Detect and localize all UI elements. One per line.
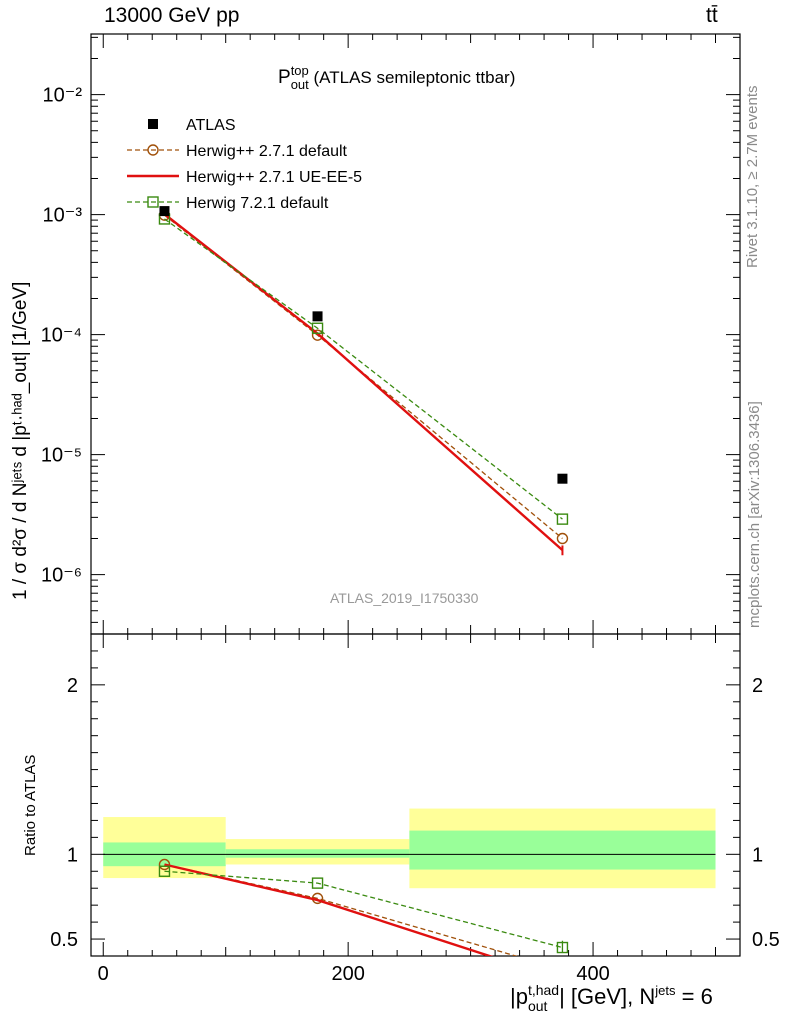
atlas-data-point — [159, 206, 170, 217]
x-tick-label: 400 — [576, 963, 609, 985]
x-tick-label: 200 — [331, 963, 364, 985]
y-tick-label-ratio-right: 0.5 — [752, 929, 780, 951]
series-line-main — [163, 213, 564, 552]
x-axis-label-b: | [GeV], N — [559, 983, 656, 1009]
analysis-id: ATLAS_2019_I1750330 — [330, 590, 479, 606]
series-line-ratio — [164, 870, 563, 949]
ratio-band-inner — [225, 849, 410, 858]
plot-title-sub: out — [290, 77, 309, 92]
series-line-ratio — [164, 863, 494, 956]
series-point-ratio — [557, 965, 567, 975]
legend-label: ATLAS — [186, 117, 236, 134]
atlas-data-point — [312, 311, 323, 322]
atlas-data-point — [557, 473, 568, 484]
y-tick-label-ratio: 2 — [67, 675, 78, 697]
plot-title-sup: top — [290, 63, 309, 78]
y-tick-label-ratio-right: 2 — [752, 675, 763, 697]
series-point-main — [311, 329, 324, 341]
legend-marker — [147, 144, 159, 156]
legend-label: Herwig++ 2.7.1 default — [186, 143, 348, 160]
x-axis-label-jets: jets — [655, 982, 676, 998]
series-point-main — [556, 532, 569, 545]
ratio-panel-frame — [90, 633, 741, 957]
x-axis-label-sub: out — [527, 998, 548, 1014]
legend-label: Herwig++ 2.7.1 UE-EE-5 — [186, 169, 362, 186]
y-tick-label-ratio: 1 — [67, 844, 78, 866]
y-tick-label-ratio-right: 1 — [752, 844, 763, 866]
y-tick-label: 10⁻⁶ — [41, 565, 82, 587]
series-line-main — [164, 214, 563, 539]
y-tick-label: 10⁻² — [43, 85, 83, 107]
x-axis-label-c: = 6 — [675, 983, 713, 1009]
x-axis-label-sup: t,had — [527, 982, 560, 998]
y-axis-label-main: 1 / σ d²σ / d Nʲᵉᵗˢ d |pᵗ·ʰᵃᵈ_out| [1/Ge… — [10, 281, 31, 600]
y-tick-label: 10⁻³ — [43, 205, 83, 227]
ratio-series-group — [158, 858, 569, 975]
legend-marker-atlas — [148, 119, 158, 129]
energy-label: 13000 GeV pp — [104, 4, 240, 27]
series-line-main — [164, 218, 563, 520]
series-point-main — [556, 513, 569, 525]
legend-marker — [147, 196, 159, 208]
mcplots-label: mcplots.cern.ch [arXiv:1306.3436] — [746, 401, 763, 628]
y-tick-label-ratio: 0.5 — [50, 929, 78, 951]
series-point-ratio — [311, 877, 324, 889]
main-series-group — [158, 209, 569, 556]
rivet-label: Rivet 3.1.10, ≥ 2.7M events — [744, 85, 761, 269]
ratio-band-inner — [409, 830, 716, 870]
series-point-main — [311, 322, 324, 334]
series-point-ratio — [158, 865, 171, 877]
y-tick-label: 10⁻⁴ — [41, 325, 82, 347]
x-axis-label: |p t,had out | [GeV], Njets = 6 — [510, 982, 713, 1014]
x-axis-label-a: |p — [510, 983, 528, 1009]
process-label: tt̄ — [706, 4, 718, 27]
y-tick-label: 10⁻⁵ — [41, 445, 82, 467]
y-axis-label-ratio: Ratio to ATLAS — [22, 754, 39, 856]
legend-label: Herwig 7.2.1 default — [186, 195, 329, 212]
plot-title-base: P — [278, 67, 291, 89]
x-tick-label: 0 — [98, 963, 109, 985]
plot-title-rest: (ATLAS semileptonic ttbar) — [308, 68, 516, 88]
